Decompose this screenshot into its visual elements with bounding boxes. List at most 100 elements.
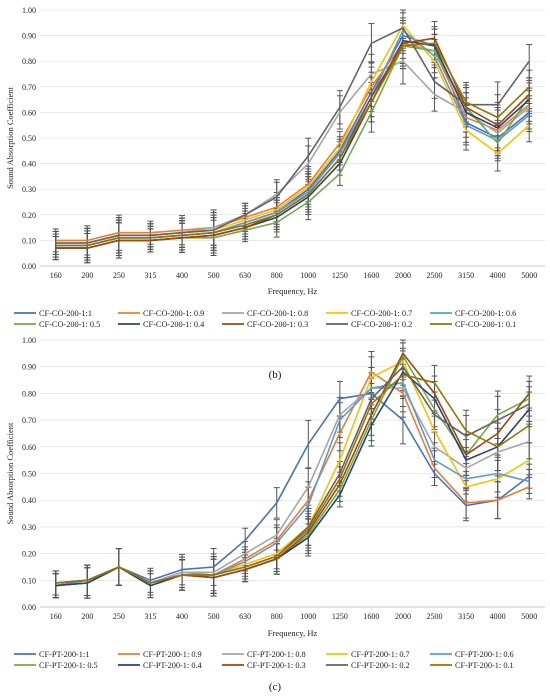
legend-label: CF-PT-200-1: 0.7 xyxy=(351,650,410,659)
legend-label: CF-PT-200-1: 0.1 xyxy=(455,661,514,670)
y-tick-label: 0.50 xyxy=(22,134,36,143)
legend-item: CF-CO-200-1: 0.1 xyxy=(430,320,516,329)
legend-item: CF-PT-200-1: 0.4 xyxy=(118,661,203,670)
y-tick-label: 0.80 xyxy=(22,389,36,398)
legend-item: CF-CO-200-1: 0.8 xyxy=(222,309,308,318)
series-line-8 xyxy=(55,37,530,249)
x-tick-label: 250 xyxy=(113,271,125,280)
chart-panel-2: 0.00 0.10 0.20 0.30 0.40 0.50 0.60 0.70 0.80 0.90… xyxy=(5,336,545,693)
series-line-1 xyxy=(55,392,530,587)
x-tick-label: 3150 xyxy=(458,612,474,621)
legend-label: CF-CO-200-1: 0.5 xyxy=(39,320,100,329)
x-tick-label: 1600 xyxy=(363,612,379,621)
error-bars xyxy=(52,9,533,264)
series-line-5 xyxy=(55,381,530,587)
legend-item: CF-PT-200-1:1 xyxy=(14,650,89,659)
legend-label: CF-PT-200-1: 0.8 xyxy=(247,650,306,659)
series-line-9 xyxy=(55,27,530,244)
legend-item: CF-PT-200-1: 0.8 xyxy=(222,650,306,659)
legend-label: CF-CO-200-1: 0.9 xyxy=(143,309,204,318)
y-tick-label: 0.50 xyxy=(22,470,36,479)
legend-item: CF-CO-200-1: 0.5 xyxy=(14,320,100,329)
y-tick-label: 0.70 xyxy=(22,83,36,92)
chart-panel-1: 0.00 0.10 0.20 0.30 0.40 0.50 0.60 0.70 0.80 0.90… xyxy=(5,6,545,381)
x-tick-label: 200 xyxy=(81,612,93,621)
y-axis-title: Sound Absorption Coefficient xyxy=(5,422,15,524)
legend-label: CF-CO-200-1: 0.6 xyxy=(455,309,516,318)
x-tick-label: 3150 xyxy=(458,271,474,280)
x-tick-label: 800 xyxy=(271,271,283,280)
y-tick-label: 0.10 xyxy=(22,576,36,585)
y-tick-label: 0.30 xyxy=(22,185,36,194)
x-tick-label: 1000 xyxy=(300,271,316,280)
series-line-4 xyxy=(55,24,530,244)
legend-label: CF-PT-200-1: 0.3 xyxy=(247,661,306,670)
y-tick-label: 0.90 xyxy=(22,363,36,372)
y-tick-label: 0.30 xyxy=(22,523,36,532)
legend-label: CF-PT-200-1: 0.5 xyxy=(39,661,98,670)
legend-label: CF-PT-200-1: 0.9 xyxy=(143,650,202,659)
y-tick-label: 1.00 xyxy=(22,336,36,345)
panel-label: (b) xyxy=(269,369,282,381)
legend-item: CF-CO-200-1: 0.2 xyxy=(326,320,412,329)
y-axis-title: Sound Absorption Coefficient xyxy=(5,86,15,188)
series-line-7 xyxy=(55,39,530,249)
legend-label: CF-PT-200-1: 0.2 xyxy=(351,661,410,670)
x-tick-label: 2500 xyxy=(427,271,443,280)
legend-item: CF-CO-200-1: 0.3 xyxy=(222,320,308,329)
x-tick-label: 200 xyxy=(81,271,93,280)
y-tick-label: 0.20 xyxy=(22,550,36,559)
legend-label: CF-PT-200-1: 0.6 xyxy=(455,650,514,659)
y-tick-label: 1.00 xyxy=(22,6,36,15)
series-line-7 xyxy=(55,371,530,587)
x-tick-label: 250 xyxy=(113,612,125,621)
series-line-2 xyxy=(55,42,530,242)
x-tick-label: 1250 xyxy=(332,271,348,280)
x-tick-label: 315 xyxy=(144,612,156,621)
x-tick-label: 160 xyxy=(50,271,62,280)
legend-item: CF-PT-200-1: 0.9 xyxy=(118,650,202,659)
y-tick-label: 0.80 xyxy=(22,57,36,66)
series-line-10 xyxy=(55,42,530,247)
y-tick-label: 0.40 xyxy=(22,496,36,505)
panel-label: (c) xyxy=(269,681,282,693)
legend-item: CF-CO-200-1: 0.9 xyxy=(118,309,204,318)
legend-label: CF-CO-200-1: 0.4 xyxy=(143,320,205,329)
x-tick-label: 2000 xyxy=(395,612,411,621)
x-tick-label: 500 xyxy=(208,612,220,621)
x-tick-label: 2500 xyxy=(427,612,443,621)
y-tick-label: 0.60 xyxy=(22,108,36,117)
legend-item: CF-CO-200-1: 0.6 xyxy=(430,309,516,318)
legend-item: CF-PT-200-1: 0.7 xyxy=(326,650,410,659)
x-tick-label: 630 xyxy=(239,271,251,280)
y-tick-label: 0.60 xyxy=(22,443,36,452)
legend-item: CF-PT-200-1: 0.1 xyxy=(430,661,514,670)
y-tick-label: 0.70 xyxy=(22,416,36,425)
legend-item: CF-PT-200-1: 0.2 xyxy=(326,661,410,670)
error-bars xyxy=(52,339,533,599)
legend-item: CF-PT-200-1: 0.3 xyxy=(222,661,306,670)
x-tick-label: 800 xyxy=(271,612,283,621)
x-tick-label: 4000 xyxy=(490,612,506,621)
legend-item: CF-CO-200-1: 0.4 xyxy=(118,320,205,329)
x-tick-label: 315 xyxy=(144,271,156,280)
legend-label: CF-CO-200-1:1 xyxy=(39,309,92,318)
legend-item: CF-CO-200-1: 0.7 xyxy=(326,309,412,318)
x-tick-label: 400 xyxy=(176,271,188,280)
y-tick-label: 0.10 xyxy=(22,236,36,245)
x-tick-label: 5000 xyxy=(521,271,537,280)
legend-label: CF-PT-200-1: 0.4 xyxy=(143,661,203,670)
x-axis-title: Frequency, Hz xyxy=(268,286,318,296)
series-line-10 xyxy=(55,373,530,584)
y-tick-label: 0.90 xyxy=(22,32,36,41)
x-tick-label: 5000 xyxy=(521,612,537,621)
legend-label: CF-CO-200-1: 0.2 xyxy=(351,320,412,329)
y-tick-label: 0.00 xyxy=(22,262,36,271)
x-tick-label: 1000 xyxy=(300,612,316,621)
legend: CF-CO-200-1:1 CF-CO-200-1: 0.9 CF-CO-200-1… xyxy=(14,309,516,329)
legend-item: CF-PT-200-1: 0.6 xyxy=(430,650,514,659)
x-tick-label: 2000 xyxy=(395,271,411,280)
legend-label: CF-CO-200-1: 0.7 xyxy=(351,309,412,318)
series-line-1 xyxy=(55,34,530,247)
